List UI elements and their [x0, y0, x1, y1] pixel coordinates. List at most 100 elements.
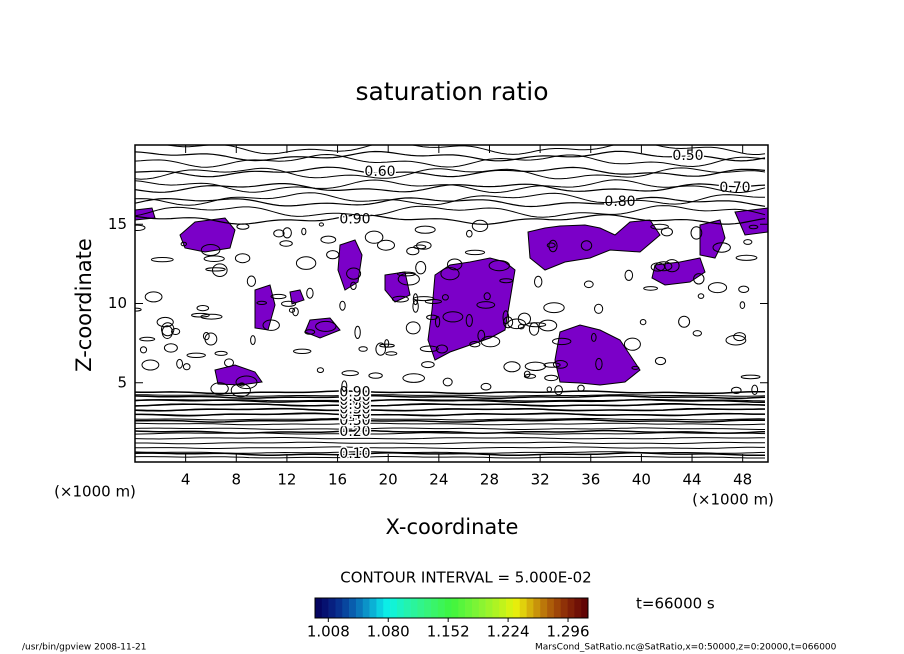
colorbar-stripe	[547, 598, 555, 618]
x-tick-label: 24	[429, 471, 448, 489]
contour-loop	[144, 291, 163, 303]
contour-loop	[191, 312, 210, 318]
contour-line	[135, 427, 765, 430]
contour-label: 0.60	[364, 164, 395, 180]
contour-loop	[368, 372, 383, 379]
contour-loop	[524, 361, 547, 371]
colorbar-stripe	[512, 598, 521, 618]
colorbar-stripe	[403, 598, 411, 618]
contour-loop	[391, 295, 409, 303]
contour-loop	[738, 285, 750, 293]
contour-loop	[161, 325, 173, 340]
contour-loop	[306, 287, 314, 299]
contour-loop	[503, 361, 521, 373]
colorbar-stripe	[410, 598, 418, 618]
supersaturated-region	[179, 217, 236, 253]
x-tick-label: 12	[277, 471, 296, 489]
contour-line	[135, 446, 765, 450]
supersaturated-region	[337, 239, 363, 291]
contour-label: 0.70	[719, 180, 750, 196]
colorbar-stripe	[533, 598, 541, 618]
contour-loop	[341, 370, 359, 377]
contour-loop	[523, 370, 531, 378]
contour-loop	[583, 280, 594, 289]
contour-loop	[543, 362, 561, 368]
x-tick-label: 44	[682, 471, 701, 489]
contour-loop	[230, 383, 251, 398]
contour-label: 0.30	[339, 413, 370, 429]
contour-loop	[660, 227, 674, 237]
contour-loop	[712, 242, 731, 253]
colorbar-stripe	[349, 598, 357, 618]
contour-loop	[196, 305, 210, 312]
contour-loop	[577, 384, 585, 392]
contour-loop	[282, 227, 292, 239]
contour-loop	[204, 332, 218, 346]
contour-loop	[161, 322, 175, 337]
colorbar-stripe	[465, 598, 473, 618]
colorbar-stripe	[567, 598, 575, 618]
contour-loop	[397, 271, 416, 277]
x-tick-label: 32	[531, 471, 550, 489]
contour-loop	[528, 322, 540, 336]
contour-loop	[731, 386, 742, 394]
contour-loop	[262, 319, 280, 331]
colorbar-tick-label: 1.224	[487, 623, 530, 641]
contour-loop	[739, 301, 746, 310]
contour-loop	[654, 356, 667, 366]
contour-loop	[292, 307, 299, 317]
colorbar-tick-label: 1.296	[547, 623, 590, 641]
contour-loop	[507, 318, 527, 330]
contour-line	[135, 418, 766, 423]
contour-interval: CONTOUR INTERVAL = 5.000E-02	[340, 569, 591, 587]
colorbar-stripe	[335, 598, 343, 618]
contour-loop	[725, 334, 747, 346]
contour-loop	[412, 293, 419, 306]
contour-loop	[465, 314, 473, 327]
contour-loop	[546, 386, 552, 393]
contour-loop	[224, 358, 234, 368]
supersaturated-region	[554, 324, 641, 386]
contour-line	[135, 422, 766, 426]
contour-loop	[534, 275, 543, 288]
colorbar-tick-label: 1.152	[427, 623, 470, 641]
contour-loop	[440, 267, 460, 281]
contour-loop	[740, 374, 761, 380]
contour-loop	[748, 224, 759, 230]
contour-loop	[480, 335, 501, 348]
x-tick-label: 8	[232, 471, 242, 489]
x-tick-label: 16	[328, 471, 347, 489]
contour-loop	[424, 299, 442, 304]
contour-loop	[544, 374, 559, 382]
contour-label: 0.10	[339, 446, 370, 462]
contour-loop	[643, 286, 658, 291]
colorbar-stripe	[478, 598, 486, 618]
contour-line	[135, 437, 765, 440]
contour-loop	[385, 351, 398, 356]
x-axis-label: X-coordinate	[386, 515, 519, 539]
contour-loop	[554, 385, 563, 396]
contour-loop	[526, 322, 547, 328]
contour-loop	[435, 344, 448, 354]
contours: 0.100.200.300.400.500.500.600.600.700.70…	[135, 145, 768, 462]
contour-label: 0.90	[339, 384, 370, 400]
contour-loop	[256, 300, 268, 305]
contour-loop	[205, 267, 226, 272]
contour-loop	[631, 365, 640, 370]
contour-line	[135, 214, 766, 225]
contour-loop	[697, 293, 705, 299]
colorbar-stripe	[315, 598, 323, 618]
colorbar-stripe	[451, 598, 459, 618]
supersaturated-region	[214, 364, 263, 386]
contour-loop	[624, 269, 634, 281]
contour-loop	[139, 336, 156, 342]
colorbar-stripe	[574, 598, 582, 618]
colorbar-stripe	[383, 598, 391, 618]
contour-line	[135, 441, 765, 445]
contour-loop	[488, 260, 510, 272]
chart-title: saturation ratio	[355, 77, 548, 106]
contour-loop	[419, 345, 439, 353]
contour-loop	[476, 301, 496, 309]
contour-loop	[320, 235, 337, 244]
contour-loop	[141, 359, 160, 371]
